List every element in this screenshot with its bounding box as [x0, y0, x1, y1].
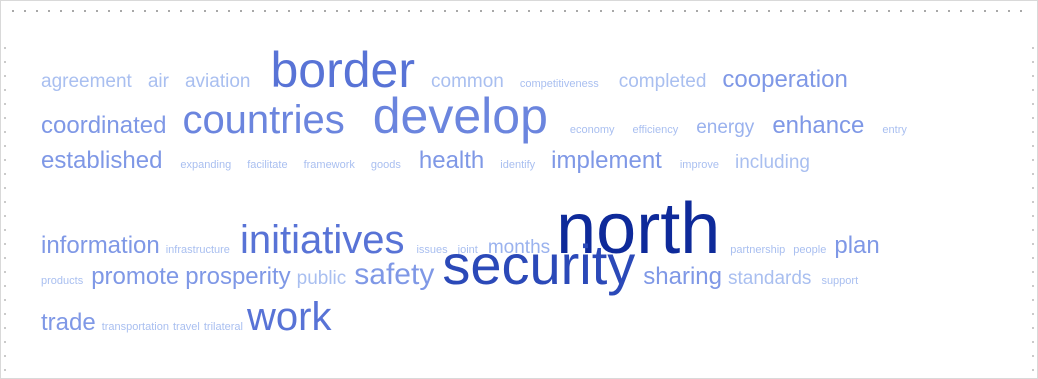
cloud-word: air — [147, 71, 169, 92]
cloud-word: implement — [551, 147, 662, 174]
cloud-word: competitiveness — [519, 78, 599, 90]
cloud-word: goods — [370, 159, 401, 171]
cloud-word: prosperity — [185, 263, 291, 290]
cloud-word: cooperation — [722, 66, 848, 93]
cloud-word: infrastructure — [165, 244, 230, 256]
cloud-word: countries — [182, 98, 345, 142]
cloud-word: issues — [416, 244, 448, 256]
cloud-word: common — [431, 71, 504, 92]
cloud-word: partnership — [730, 244, 786, 256]
cloud-word: people — [793, 244, 827, 256]
cloud-word: including — [734, 152, 810, 173]
cloud-word: improve — [679, 159, 719, 171]
cloud-word: expanding — [180, 159, 232, 171]
cloud-word: energy — [696, 117, 755, 138]
cloud-word: joint — [457, 244, 478, 256]
cloud-word: trade — [41, 309, 96, 336]
cloud-word: information — [41, 232, 160, 259]
cloud-word: identify — [500, 159, 536, 171]
dotted-top-border — [7, 9, 1031, 13]
cloud-word: initiatives — [239, 218, 405, 262]
cloud-word: travel — [172, 321, 200, 333]
word-row: agreement air aviation border common competit… — [41, 45, 858, 95]
cloud-word: aviation — [184, 71, 251, 92]
cloud-word: economy — [569, 124, 615, 136]
cloud-word: enhance — [772, 112, 865, 139]
cloud-word: north — [556, 189, 721, 269]
cloud-word: border — [270, 42, 415, 98]
cloud-word: months — [487, 237, 551, 258]
cloud-word: facilitate — [247, 159, 288, 171]
word-row: products promote prosperity public safety sec… — [41, 237, 868, 293]
cloud-word: entry — [882, 124, 907, 136]
cloud-word: safety — [354, 258, 435, 291]
cloud-word: completed — [618, 71, 707, 92]
cloud-word: security — [442, 233, 636, 296]
cloud-word: agreement — [41, 71, 132, 92]
dotted-right-border — [1031, 41, 1035, 371]
word-row: established expanding facilitate framework g… — [41, 149, 820, 173]
word-row: information infrastructure initiatives issu… — [41, 193, 890, 265]
cloud-word: established — [41, 147, 163, 174]
cloud-word: framework — [303, 159, 355, 171]
word-row: trade transportation travel trilateral work — [41, 297, 341, 337]
cloud-word: products — [41, 275, 84, 287]
cloud-word: standards — [727, 268, 812, 289]
cloud-word: promote — [91, 263, 180, 290]
cloud-word: public — [296, 268, 347, 289]
cloud-word: health — [418, 147, 485, 174]
cloud-word: work — [247, 295, 332, 339]
cloud-word: support — [821, 275, 859, 287]
cloud-word: develop — [372, 88, 548, 144]
cloud-word: coordinated — [41, 112, 167, 139]
cloud-word: sharing — [643, 263, 722, 290]
cloud-word: efficiency — [632, 124, 679, 136]
dotted-left-border — [3, 41, 7, 371]
cloud-word: transportation — [101, 321, 169, 333]
cloud-word: trilateral — [203, 321, 243, 333]
cloud-word: plan — [834, 232, 880, 259]
word-row: coordinated countries develop economy effici… — [41, 91, 917, 141]
